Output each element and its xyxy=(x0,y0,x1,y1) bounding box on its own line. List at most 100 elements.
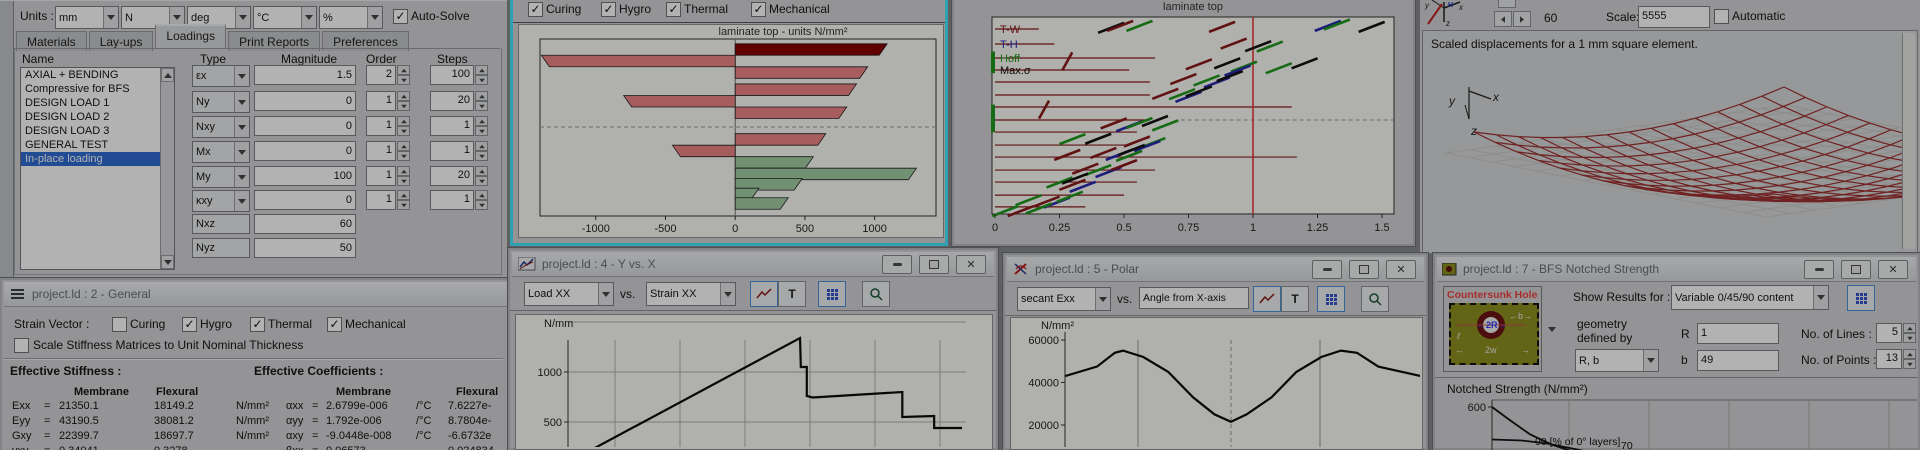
tab-loadings[interactable]: Loadings xyxy=(155,24,227,48)
maximize-button[interactable] xyxy=(1349,259,1379,279)
spinner-down-icon[interactable] xyxy=(475,200,488,210)
scroll-up-icon[interactable] xyxy=(161,68,174,82)
chart-mode-button[interactable] xyxy=(750,281,778,307)
magnitude-input[interactable]: 100 xyxy=(254,166,356,186)
checkbox-hygro[interactable]: ✓ xyxy=(182,317,197,332)
unit-select-4[interactable]: % xyxy=(319,6,383,29)
checkbox-thermal[interactable]: ✓ xyxy=(666,2,681,17)
minimize-button[interactable] xyxy=(1804,259,1834,279)
spinner-down-icon[interactable] xyxy=(475,75,488,85)
polar-y-field[interactable]: Angle from X-axis xyxy=(1139,287,1249,309)
spinner-up-icon[interactable] xyxy=(475,91,488,101)
spinner-down-icon[interactable] xyxy=(1903,359,1916,369)
order-spinner[interactable]: 2 xyxy=(366,65,410,85)
steps-spinner[interactable]: 20 xyxy=(430,91,488,111)
polar-titlebar[interactable]: project.ld : 5 - Polar ✕ xyxy=(1007,257,1424,282)
general-titlebar[interactable]: project.ld : 2 - General xyxy=(4,282,507,307)
listbox-scrollbar[interactable] xyxy=(160,68,174,269)
list-item[interactable]: Compressive for BFS xyxy=(25,83,130,95)
nav-right-button[interactable] xyxy=(1513,11,1531,27)
spinner-up-icon[interactable] xyxy=(1903,323,1916,333)
spinner-down-icon[interactable] xyxy=(397,75,410,85)
steps-spinner[interactable]: 20 xyxy=(430,166,488,186)
lines-spinner[interactable]: 5 xyxy=(1876,323,1916,343)
minimize-button[interactable] xyxy=(1312,259,1342,279)
minimize-button[interactable] xyxy=(882,254,912,274)
r-input[interactable]: 1 xyxy=(1697,323,1779,344)
geometry-select[interactable]: R, b xyxy=(1575,349,1659,372)
type-select[interactable]: εx xyxy=(192,65,250,87)
magnitude-input[interactable]: 0 xyxy=(254,141,356,161)
spinner-up-icon[interactable] xyxy=(1903,349,1916,359)
hole-type-dropdown[interactable] xyxy=(1544,321,1560,337)
spinner-down-icon[interactable] xyxy=(475,176,488,186)
spinner-up-icon[interactable] xyxy=(397,166,410,176)
checkbox-thermal[interactable]: ✓ xyxy=(250,317,265,332)
nav-left-button[interactable] xyxy=(1494,11,1512,27)
steps-spinner[interactable]: 1 xyxy=(430,141,488,161)
checkbox-mechanical[interactable]: ✓ xyxy=(327,317,342,332)
list-item[interactable]: DESIGN LOAD 2 xyxy=(25,111,110,123)
text-mode-button[interactable]: T xyxy=(778,281,806,307)
type-select[interactable]: My xyxy=(192,166,250,188)
steps-spinner[interactable]: 1 xyxy=(430,116,488,136)
close-button[interactable]: ✕ xyxy=(956,254,986,274)
magnitude-input[interactable]: 50 xyxy=(254,238,356,258)
close-button[interactable]: ✕ xyxy=(1878,259,1908,279)
spinner-up-icon[interactable] xyxy=(475,190,488,200)
spinner-down-icon[interactable] xyxy=(397,151,410,161)
yx-y-select[interactable]: Strain XX xyxy=(646,282,736,306)
mini-spinner[interactable] xyxy=(1498,0,1516,8)
unit-select-3[interactable]: °C xyxy=(253,6,317,29)
zoom-button[interactable] xyxy=(862,281,890,307)
tab-print-reports[interactable]: Print Reports xyxy=(228,31,321,51)
yx-x-select[interactable]: Load XX xyxy=(524,282,614,306)
spinner-down-icon[interactable] xyxy=(475,126,488,136)
unit-select-2[interactable]: deg xyxy=(187,6,251,29)
zoom-button[interactable] xyxy=(1361,286,1389,312)
order-spinner[interactable]: 1 xyxy=(366,166,410,186)
checkbox-hygro[interactable]: ✓ xyxy=(601,2,616,17)
magnitude-input[interactable]: 0 xyxy=(254,91,356,111)
list-item[interactable]: AXIAL + BENDING xyxy=(25,69,119,81)
order-spinner[interactable]: 1 xyxy=(366,190,410,210)
automatic-checkbox[interactable] xyxy=(1714,9,1729,24)
spinner-down-icon[interactable] xyxy=(475,101,488,111)
right-scrollbar[interactable] xyxy=(1902,33,1915,249)
close-button[interactable]: ✕ xyxy=(1386,259,1416,279)
spinner-down-icon[interactable] xyxy=(397,200,410,210)
tab-lay-ups[interactable]: Lay-ups xyxy=(88,31,154,51)
text-mode-button[interactable]: T xyxy=(1281,286,1309,312)
maximize-button[interactable] xyxy=(919,254,949,274)
steps-spinner[interactable]: 1 xyxy=(430,190,488,210)
show-results-select[interactable]: Variable 0/45/90 content xyxy=(1671,285,1829,310)
scroll-down-icon[interactable] xyxy=(161,255,174,269)
list-item[interactable]: DESIGN LOAD 1 xyxy=(25,97,110,109)
grid-button[interactable] xyxy=(1317,286,1345,312)
grid-button[interactable] xyxy=(818,281,846,307)
magnitude-input[interactable]: 60 xyxy=(254,214,356,234)
tab-preferences[interactable]: Preferences xyxy=(322,31,409,51)
unit-select-1[interactable]: N xyxy=(121,6,185,29)
magnitude-input[interactable]: 1.5 xyxy=(254,65,356,85)
spinner-up-icon[interactable] xyxy=(475,166,488,176)
bfs-titlebar[interactable]: project.ld : 7 - BFS Notched Strength ✕ xyxy=(1437,257,1916,282)
grid-button[interactable] xyxy=(1847,285,1875,311)
yx-titlebar[interactable]: project.ld : 4 - Y vs. X ✕ xyxy=(512,252,994,277)
magnitude-input[interactable]: 0 xyxy=(254,116,356,136)
type-select[interactable]: κxy xyxy=(192,190,250,212)
spinner-down-icon[interactable] xyxy=(397,176,410,186)
spinner-up-icon[interactable] xyxy=(397,116,410,126)
spinner-up-icon[interactable] xyxy=(397,65,410,75)
list-item[interactable]: GENERAL TEST xyxy=(25,139,109,151)
spinner-down-icon[interactable] xyxy=(397,126,410,136)
unit-select-0[interactable]: mm xyxy=(55,6,119,29)
scale-stiffness-checkbox[interactable] xyxy=(14,338,29,353)
checkbox-curing[interactable]: ✓ xyxy=(528,2,543,17)
polar-x-select[interactable]: secant Exx xyxy=(1017,287,1111,311)
type-select[interactable]: Mx xyxy=(192,141,250,163)
order-spinner[interactable]: 1 xyxy=(366,91,410,111)
spinner-up-icon[interactable] xyxy=(475,116,488,126)
list-item[interactable]: In-place loading xyxy=(21,152,174,166)
magnitude-input[interactable]: 0 xyxy=(254,190,356,210)
